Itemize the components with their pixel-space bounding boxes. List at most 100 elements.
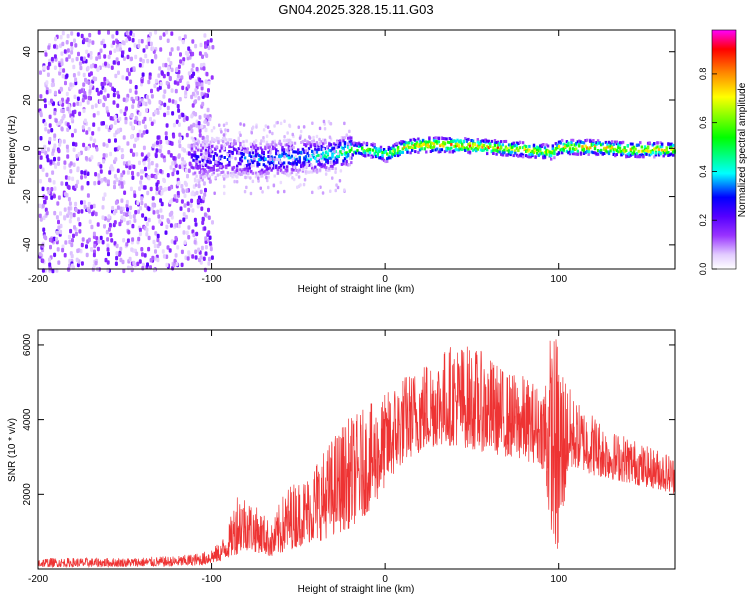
spectrogram-noise-cell [39,217,43,222]
spectrogram-signal-cell [326,169,329,172]
spectrogram-signal-cell [592,139,595,142]
spectrogram-noise-cell [116,40,120,45]
spectrogram-signal-cell [270,155,273,159]
spectrogram-noise-cell [137,43,141,49]
spectrogram-halo-cell [246,150,249,154]
spectrogram-noise-cell [191,254,195,259]
spectrogram-signal-cell [353,150,356,154]
spectrogram-signal-cell [329,143,333,147]
spectrogram-signal-cell [443,142,447,146]
spectrogram-signal-cell [215,153,219,157]
spectrogram-signal-cell [596,152,600,156]
spectrogram-noise-cell [68,239,72,245]
spectrogram-signal-cell [217,137,220,141]
spectrogram-signal-cell [259,174,262,178]
spectrogram-noise-cell [149,186,153,192]
spectrogram-signal-cell [222,140,225,143]
spectrogram-noise-cell [61,247,65,253]
spectrogram-halo-cell [195,179,199,183]
spectrogram-signal-cell [325,158,328,162]
spectrogram-signal-cell [242,152,245,156]
spectrogram-signal-cell [275,148,278,152]
spectrogram-signal-cell [500,145,503,149]
spectrogram-noise-cell [164,131,168,136]
spectrogram-noise-cell [96,246,100,252]
spectrogram-noise-cell [158,85,162,90]
spectrogram-noise-cell [158,148,162,154]
spectrogram-noise-cell [85,130,89,135]
figure-title: GN04.2025.328.15.11.G03 [278,2,433,17]
spectrogram-signal-cell [387,156,390,160]
spectrogram-noise-cell [128,256,132,262]
spectrogram-signal-cell [370,156,373,159]
spectrogram-signal-cell [640,145,643,149]
spectrogram-noise-cell [160,214,164,220]
spectrogram-noise-cell [192,71,196,77]
spectrogram-signal-cell [593,147,597,151]
spectrogram-signal-cell [361,152,364,156]
spectrogram-signal-cell [331,167,334,170]
spectrogram-noise-cell [155,148,159,153]
spectrogram-noise-cell [138,63,142,68]
spectrogram-signal-cell [493,148,497,152]
spectrogram-signal-cell [401,140,404,144]
spectrogram-noise-cell [78,111,82,117]
spectrogram-noise-cell [121,40,125,45]
spectrogram-noise-cell [131,175,135,180]
spectrogram-signal-cell [226,174,230,178]
spectrogram-signal-cell [267,167,270,171]
spectrogram-signal-cell [625,149,628,153]
spectrogram-noise-cell [129,148,133,154]
spectrogram-noise-cell [149,41,153,47]
spectrogram-signal-cell [515,153,519,157]
spectrogram-noise-cell [172,156,176,161]
spectrogram-signal-cell [389,151,392,155]
spectrogram-noise-cell [144,156,148,161]
spectrogram-noise-cell [104,61,107,66]
spectrogram-noise-cell [41,243,45,248]
spectrogram-noise-cell [70,253,74,259]
spectrogram-noise-cell [103,216,107,221]
spectrogram-signal-cell [625,155,628,159]
spectrogram-noise-cell [145,232,149,237]
spectrogram-signal-cell [451,140,454,143]
spectrogram-signal-cell [247,167,250,171]
spectrogram-signal-cell [586,146,589,150]
spectrogram-signal-cell [617,142,620,146]
spectrogram-signal-cell [261,156,264,160]
spectrogram-noise-cell [70,41,74,47]
spectrogram-noise-cell [86,181,90,186]
spectrogram-noise-cell [158,100,162,105]
spectrogram-signal-cell [220,171,223,174]
spectrogram-noise-cell [103,176,107,182]
spectrogram-signal-cell [309,145,312,149]
spectrogram-signal-cell [253,141,256,145]
spectrogram-signal-cell [214,147,217,151]
spectrogram-signal-cell [643,147,647,151]
spectrogram-signal-cell [334,143,337,147]
spectrogram-noise-cell [176,181,180,186]
spectrogram-signal-cell [282,165,286,169]
spectrogram-halo-cell [230,155,234,160]
snr-y-label: SNR (10 * v/v) [7,418,18,482]
spectrogram-signal-cell [393,143,397,147]
spectrogram-signal-cell [482,148,486,152]
spectrogram-signal-cell [496,140,500,144]
spectrogram-signal-cell [348,149,351,153]
spectrogram-halo-cell [249,142,253,146]
spectrogram-noise-cell [44,122,47,127]
spectrogram-signal-cell [501,151,504,155]
spectrogram-signal-cell [281,152,284,156]
spectrogram-signal-cell [371,155,375,159]
spectrogram-signal-cell [576,149,579,153]
spectrogram-signal-cell [489,141,492,145]
spectrogram-signal-cell [457,146,461,150]
spectrogram-signal-cell [375,150,378,153]
spectrogram-signal-cell [368,148,372,151]
spectrogram-signal-cell [578,144,581,148]
spectrogram-noise-cell [60,181,64,186]
spectrogram-signal-cell [553,151,556,155]
spectrogram-noise-cell [116,47,120,52]
spectrogram-signal-cell [639,155,642,159]
spectrogram-signal-cell [509,146,512,150]
